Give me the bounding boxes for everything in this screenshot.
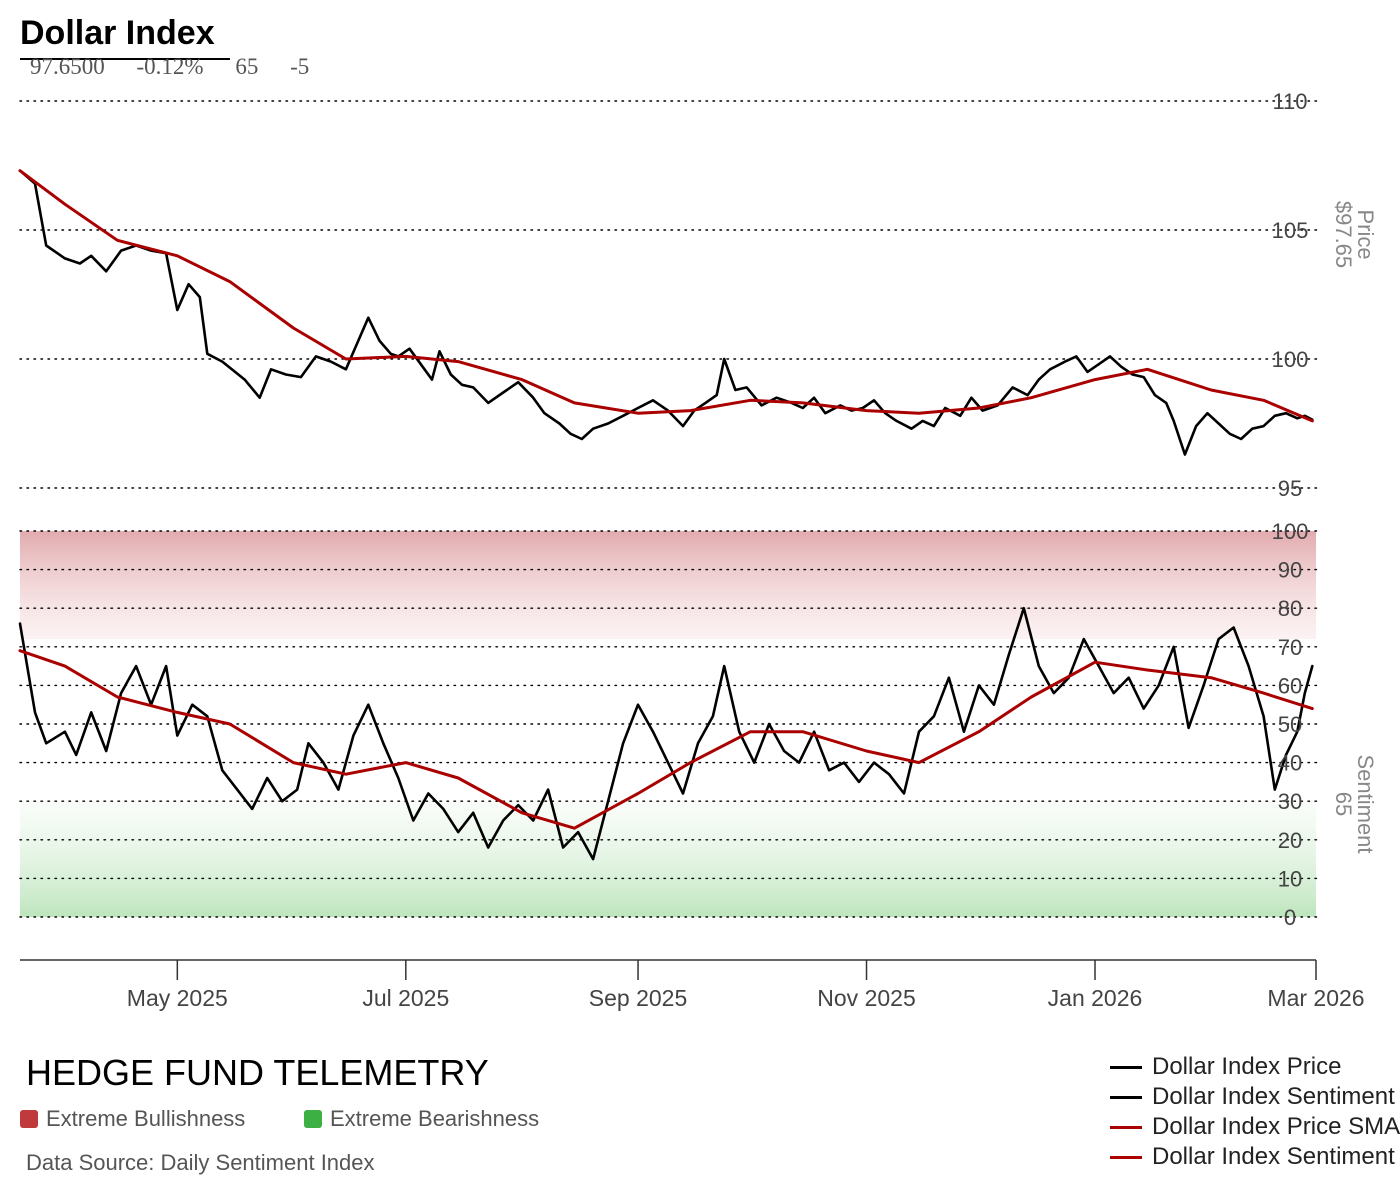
sentiment-tick-label: 50 (1278, 712, 1302, 737)
legend-line (1110, 1156, 1142, 1160)
key-extreme-bullishness: Extreme Bullishness (20, 1106, 245, 1132)
dollar-index-chart: 95 100 105 110 0 10 20 30 40 50 60 70 80 90 100 Price$9… (18, 89, 1378, 1011)
brand-name: HEDGE FUND TELEMETRY (26, 1052, 489, 1093)
x-tick-label: May 2025 (127, 985, 228, 1011)
dollar-index-sentiment-sma-line (18, 649, 1314, 830)
x-tick-label: Sep 2025 (589, 985, 687, 1011)
legend: Dollar Index Price Dollar Index Sentimen… (1110, 1052, 1400, 1172)
extreme-bearishness-zone (20, 801, 1316, 917)
sentiment-tick-label: 40 (1278, 751, 1302, 776)
price-axis-value: $97.65 (1331, 201, 1356, 268)
legend-item-price[interactable]: Dollar Index Price (1110, 1052, 1400, 1082)
price-axis-label: Price (1353, 209, 1378, 259)
legend-line (1110, 1096, 1142, 1100)
x-tick-label: Jul 2025 (362, 985, 449, 1011)
price-tick-label: 100 (1272, 347, 1309, 372)
legend-line (1110, 1126, 1142, 1130)
bull-swatch (20, 1110, 38, 1128)
sentiment-tick-label: 20 (1278, 828, 1302, 853)
price-tick-label: 110 (1272, 89, 1307, 114)
sentiment-change: -5 (290, 54, 310, 79)
legend-label: Dollar Index Price (1152, 1053, 1342, 1080)
bear-swatch (304, 1110, 322, 1128)
legend-label: Dollar Index Price SMA (1152, 1113, 1400, 1140)
sentiment-tick-label: 100 (1272, 519, 1309, 544)
key-label: Extreme Bullishness (46, 1106, 246, 1131)
chart-title: Dollar Index (20, 14, 215, 52)
x-tick-label: Nov 2025 (817, 985, 915, 1011)
price-change: -0.12% (136, 54, 204, 79)
dollar-index-price-sma-line (18, 169, 1314, 423)
x-tick-label: Mar 2026 (1267, 985, 1364, 1011)
sentiment-tick-label: 90 (1278, 558, 1302, 583)
data-source: Data Source: Daily Sentiment Index (26, 1150, 375, 1175)
legend-label: Dollar Index Sentiment SMA (1152, 1143, 1400, 1170)
legend-item-sentiment-sma[interactable]: Dollar Index Sentiment SMA (1110, 1142, 1400, 1172)
legend-item-sentiment[interactable]: Dollar Index Sentiment (1110, 1082, 1400, 1112)
price-axis-title: Price$97.65 (1331, 201, 1378, 268)
legend-line (1110, 1066, 1142, 1070)
header-stats: 97.6500 -0.12% 65 -5 (30, 54, 335, 80)
legend-item-price-sma[interactable]: Dollar Index Price SMA (1110, 1112, 1400, 1142)
key-label: Extreme Bearishness (330, 1106, 540, 1131)
sentiment-tick-label: 80 (1278, 596, 1302, 621)
dollar-index-sentiment-line (18, 606, 1314, 861)
sentiment-axis-value: 65 (1331, 792, 1356, 816)
sentiment-tick-label: 70 (1278, 635, 1302, 660)
current-sentiment: 65 (235, 54, 259, 79)
price-tick-label: 95 (1278, 476, 1302, 501)
legend-label: Dollar Index Sentiment (1152, 1083, 1395, 1110)
price-tick-label: 105 (1272, 218, 1309, 243)
extreme-bullishness-zone (20, 531, 1316, 640)
sentiment-axis-label: Sentiment (1353, 754, 1378, 853)
key-extreme-bearishness: Extreme Bearishness (304, 1106, 539, 1132)
x-tick-label: Jan 2026 (1048, 985, 1143, 1011)
sentiment-tick-label: 30 (1278, 789, 1302, 814)
title-underline (20, 58, 230, 60)
sentiment-tick-label: 60 (1278, 673, 1302, 698)
current-price: 97.6500 (30, 54, 105, 79)
sentiment-tick-label: 0 (1284, 905, 1296, 930)
sentiment-tick-label: 10 (1278, 866, 1302, 891)
